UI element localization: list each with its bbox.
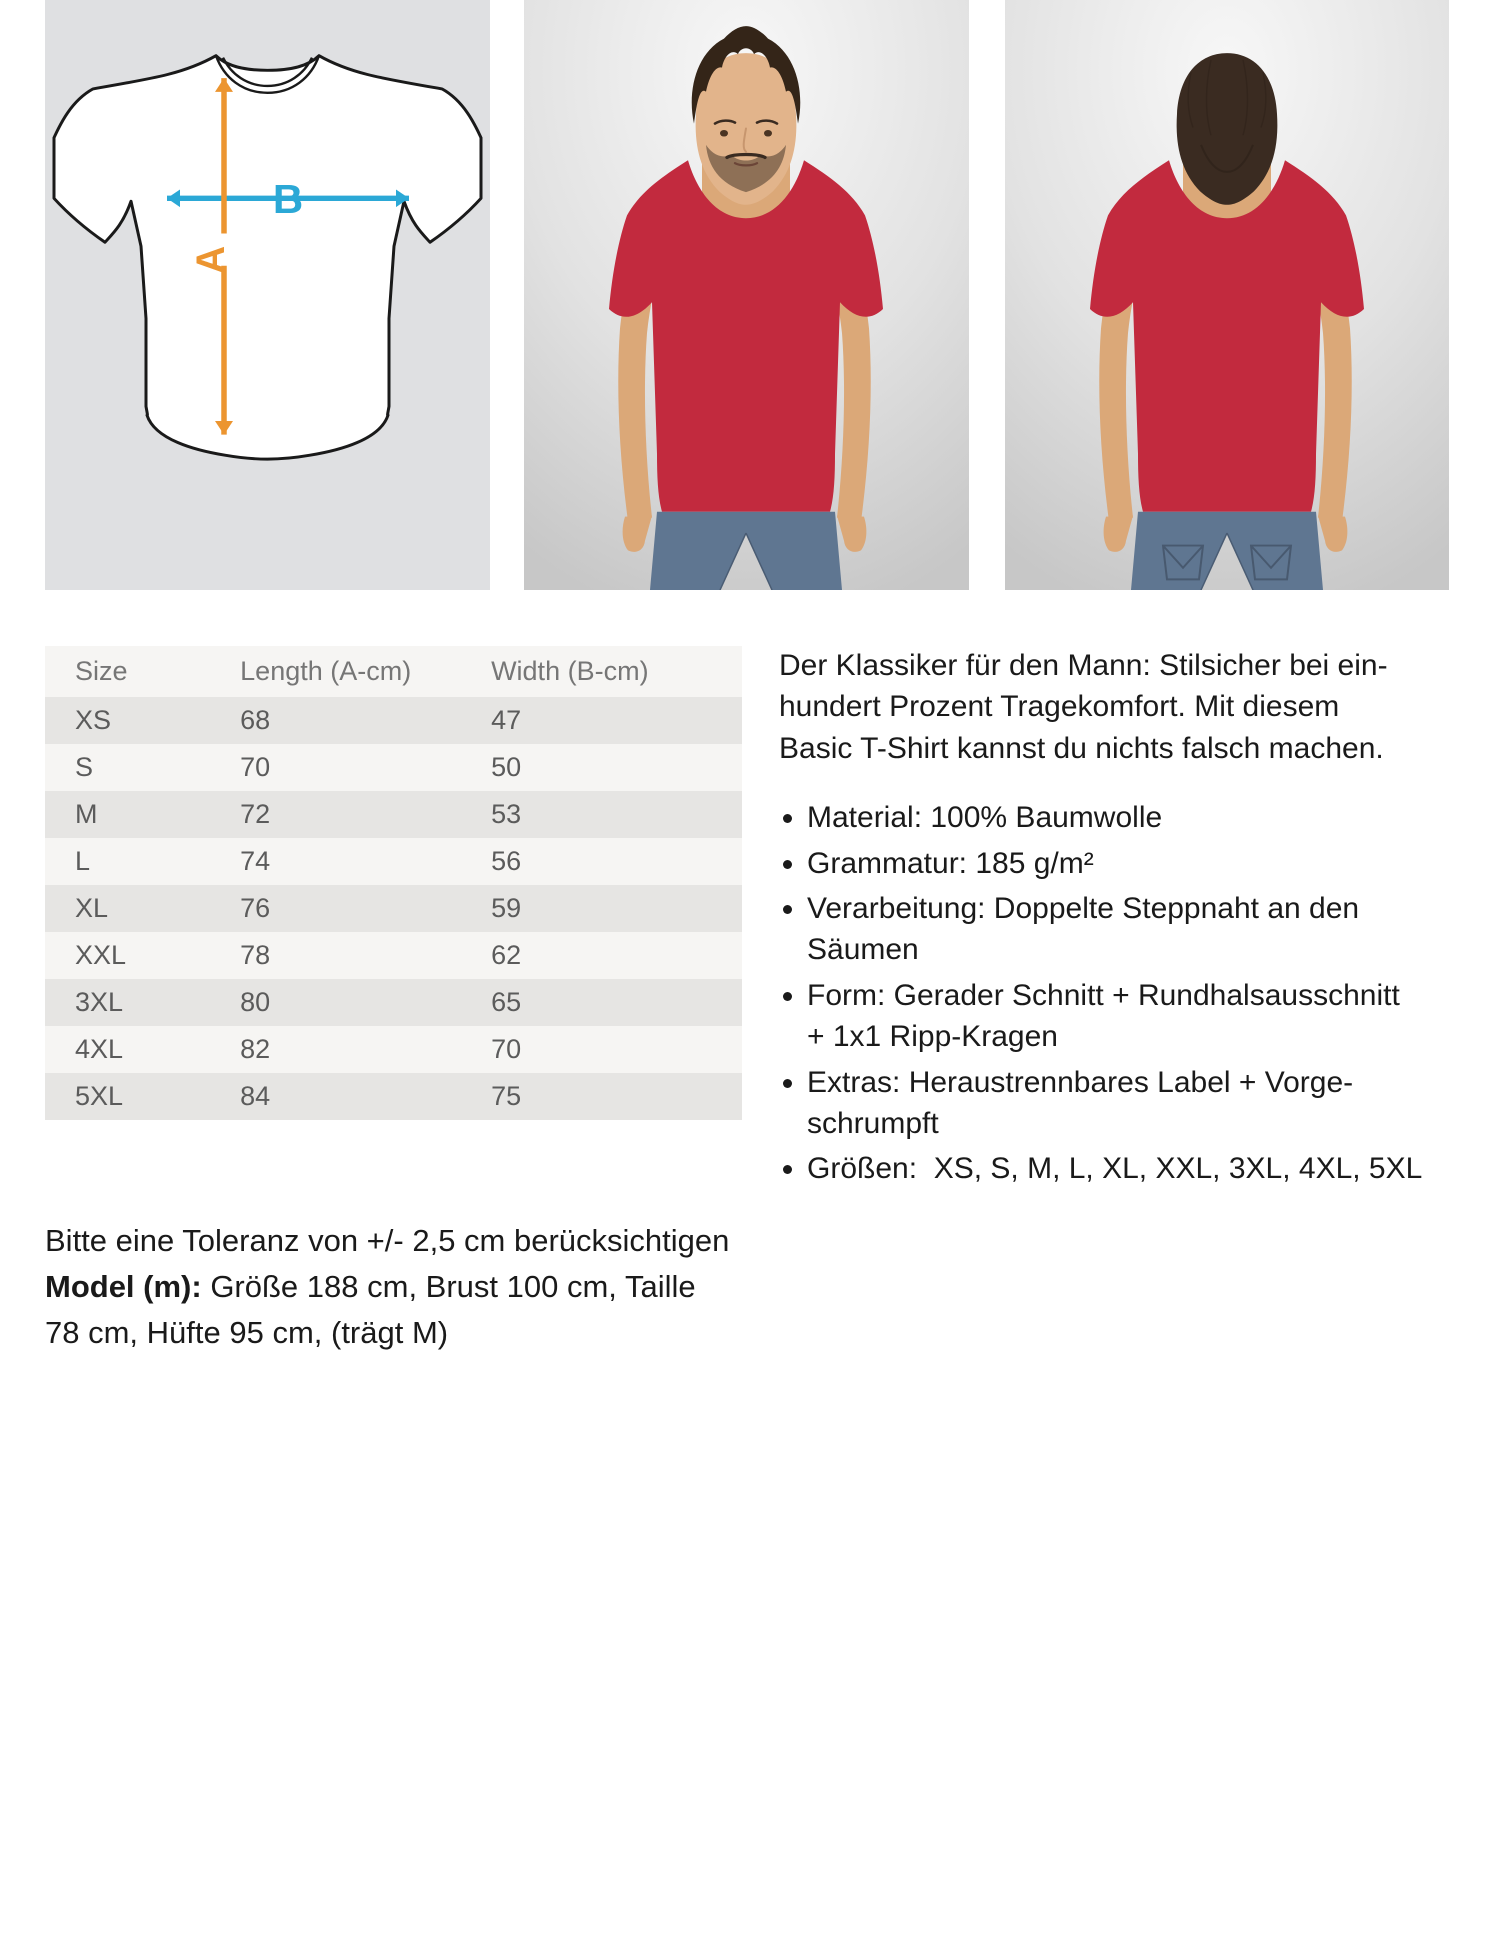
svg-text:A: A [189, 246, 234, 274]
svg-text:B: B [273, 175, 303, 221]
